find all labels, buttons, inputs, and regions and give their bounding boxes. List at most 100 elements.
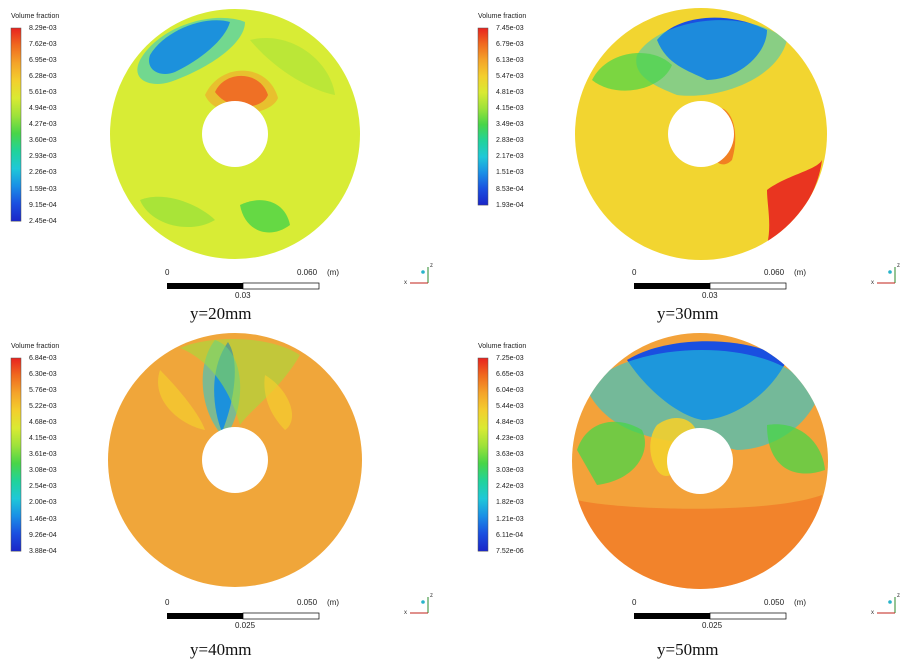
colorbar-tick-label: 3.88e-04 [29, 547, 57, 555]
colorbar-tick-label: 4.68e-03 [29, 418, 57, 426]
scale-bar-white [242, 612, 320, 620]
axis-z-label: z [430, 263, 433, 269]
colorbar [477, 27, 489, 206]
colorbar-tick-label: 4.94e-03 [29, 105, 57, 112]
colorbar-tick-label: 4.81e-03 [496, 88, 524, 96]
colorbar-tick-label: 3.08e-03 [29, 467, 57, 475]
colorbar-tick-label: 3.60e-03 [29, 137, 57, 145]
scale-zero-label: 0 [632, 598, 637, 607]
colorbar-tick-label: 1.59e-03 [29, 185, 57, 193]
scale-max-label: 0.060 [297, 268, 318, 277]
colorbar-tick-label: 1.93e-04 [496, 201, 524, 209]
colorbar [10, 27, 22, 222]
colorbar-tick-label: 4.84e-03 [496, 418, 524, 426]
contour-patch [592, 53, 672, 91]
colorbar-tick-label: 5.76e-03 [29, 386, 57, 394]
colorbar-tick-label: 4.15e-03 [496, 105, 524, 112]
colorbar-tick-label: 3.49e-03 [496, 121, 524, 129]
axis-z-label: z [897, 593, 900, 599]
scale-mid-label: 0.025 [235, 621, 256, 630]
axis-x-label: x [871, 610, 874, 616]
scale-mid-label: 0.03 [702, 291, 718, 300]
contour-patch [264, 375, 293, 430]
colorbar-tick-label: 6.13e-03 [496, 56, 524, 64]
scale-unit-label: (m) [794, 268, 806, 277]
colorbar-tick-label: 3.03e-03 [496, 467, 524, 475]
colorbar-tick-label: 6.84e-03 [29, 354, 57, 362]
scale-zero-label: 0 [165, 598, 170, 607]
contour-panel-3: Volume fraction 6.84e-03 6.30e-03 5.76e-03 5… [0, 330, 450, 660]
panel-caption: y=40mm [190, 640, 252, 659]
axis-x-label: x [871, 280, 874, 286]
contour-plot-svg [10, 9, 429, 290]
panel-caption: y=50mm [657, 640, 719, 659]
colorbar-tick-label: 3.61e-03 [29, 451, 57, 459]
scale-bar-black [634, 613, 710, 619]
contour-plot-svg [477, 8, 896, 290]
center-hole [667, 428, 733, 494]
colorbar-tick-label: 2.17e-03 [496, 153, 524, 161]
colorbar-tick-label: 6.95e-03 [29, 56, 57, 64]
contour-patch [636, 20, 787, 96]
colorbar-tick-label: 9.26e-04 [29, 531, 57, 539]
axis-x-label: x [404, 280, 407, 286]
contour-panel-1: Volume fraction 8.29e-03 7.62e-03 6.95e-03 6… [0, 0, 450, 330]
axis-origin-dot [888, 270, 892, 274]
axis-z-label: z [430, 593, 433, 599]
center-hole [668, 101, 734, 167]
colorbar-tick-label: 8.29e-03 [29, 24, 57, 32]
colorbar [10, 357, 22, 552]
contour-patch [587, 350, 817, 450]
contour-patch [158, 370, 205, 430]
contour-patch [577, 495, 822, 589]
colorbar-tick-label: 8.53e-04 [496, 185, 524, 193]
contour-patch [577, 421, 645, 485]
scale-max-label: 0.060 [764, 268, 785, 277]
scale-bar-black [634, 283, 710, 289]
colorbar-tick-label: 4.23e-03 [496, 435, 524, 442]
colorbar-tick-label: 2.26e-03 [29, 169, 57, 177]
colorbar [477, 357, 489, 552]
center-hole [202, 427, 268, 493]
panel-caption: y=30mm [657, 304, 719, 323]
contour-patch [140, 196, 215, 228]
center-hole [202, 101, 268, 167]
colorbar-tick-label: 9.15e-04 [29, 201, 57, 209]
contour-patch [250, 38, 335, 95]
axis-origin-dot [421, 270, 425, 274]
colorbar-tick-label: 6.11e-04 [496, 531, 524, 539]
colorbar-tick-label: 3.63e-03 [496, 451, 524, 459]
colorbar-title: Volume fraction [478, 343, 527, 350]
scale-zero-label: 0 [632, 268, 637, 277]
scale-mid-label: 0.03 [235, 291, 251, 300]
scale-zero-label: 0 [165, 268, 170, 277]
colorbar-tick-label: 4.15e-03 [29, 435, 57, 442]
scale-unit-label: (m) [327, 268, 339, 277]
scale-bar-white [709, 612, 787, 620]
colorbar-tick-label: 5.47e-03 [496, 72, 524, 80]
colorbar-title: Volume fraction [478, 13, 527, 20]
colorbar-title: Volume fraction [11, 343, 60, 350]
scale-bar-white [242, 282, 320, 290]
scale-max-label: 0.050 [764, 598, 785, 607]
scale-max-label: 0.050 [297, 598, 318, 607]
colorbar-tick-label: 6.65e-03 [496, 370, 524, 378]
colorbar-tick-label: 7.45e-03 [496, 24, 524, 32]
colorbar-tick-label: 6.04e-03 [496, 386, 524, 394]
colorbar-title: Volume fraction [11, 13, 60, 20]
scale-unit-label: (m) [327, 598, 339, 607]
contour-panel-2: Volume fraction 7.45e-03 6.79e-03 6.13e-03 5… [467, 0, 903, 330]
colorbar-tick-label: 7.25e-03 [496, 354, 524, 362]
axis-x-label: x [404, 610, 407, 616]
contour-plot-svg [10, 333, 429, 620]
axis-origin-dot [421, 600, 425, 604]
contour-patch [767, 160, 822, 245]
colorbar-tick-label: 5.61e-03 [29, 88, 57, 96]
colorbar-tick-label: 1.21e-03 [496, 515, 524, 523]
colorbar-tick-label: 7.52e-06 [496, 547, 524, 555]
colorbar-tick-label: 2.54e-03 [29, 483, 57, 491]
colorbar-tick-label: 1.46e-03 [29, 515, 57, 523]
axis-z-label: z [897, 263, 900, 269]
colorbar-tick-label: 1.51e-03 [496, 169, 524, 177]
contour-plot-svg [477, 333, 896, 620]
